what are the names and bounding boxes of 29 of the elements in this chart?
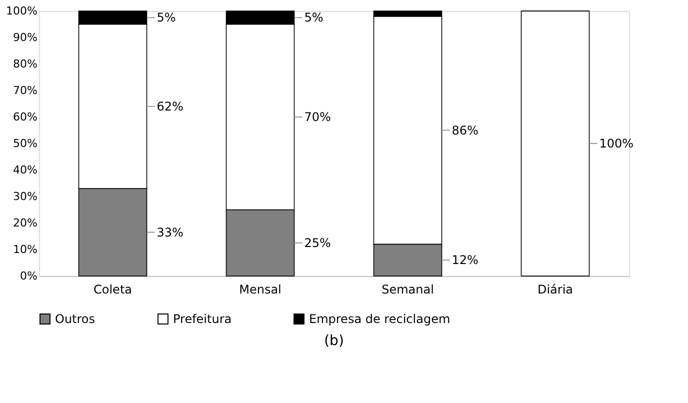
x-tick-label: Mensal (239, 282, 282, 296)
bar (520, 10, 590, 276)
legend-label: Outros (55, 312, 96, 326)
data-label: 5% (304, 10, 324, 25)
y-tick-label: 40% (13, 164, 38, 176)
data-label: 100% (599, 136, 634, 150)
x-tick-label: Diária (537, 282, 574, 296)
y-tick-label: 80% (13, 58, 38, 70)
y-tick-label: 20% (13, 216, 38, 230)
y-tick-label: 30% (13, 190, 38, 203)
text: (b) (324, 333, 344, 349)
x-tick-label: Semanal (382, 282, 434, 296)
data-label: 12% (452, 253, 478, 268)
y-tick-label: 10% (13, 243, 38, 256)
data-label: 25% (304, 236, 331, 250)
y-tick-label: 90% (13, 31, 38, 44)
data-label: 5% (156, 10, 176, 25)
legend-label: Prefeitura (173, 312, 232, 326)
legend-label: Empresa de reciclagem (309, 312, 450, 326)
data-label: 62% (156, 99, 184, 114)
data-label: 33% (156, 225, 184, 240)
x-tick-label: Coleta (94, 282, 132, 296)
data-label: 86% (452, 123, 478, 138)
y-tick-label: 100% (6, 4, 38, 18)
data-label: 70% (304, 110, 331, 124)
y-tick-label: 60% (13, 110, 38, 124)
y-tick-label: 50% (13, 137, 38, 150)
y-tick-label: 0% (20, 270, 38, 282)
y-tick-label: 70% (13, 84, 38, 97)
